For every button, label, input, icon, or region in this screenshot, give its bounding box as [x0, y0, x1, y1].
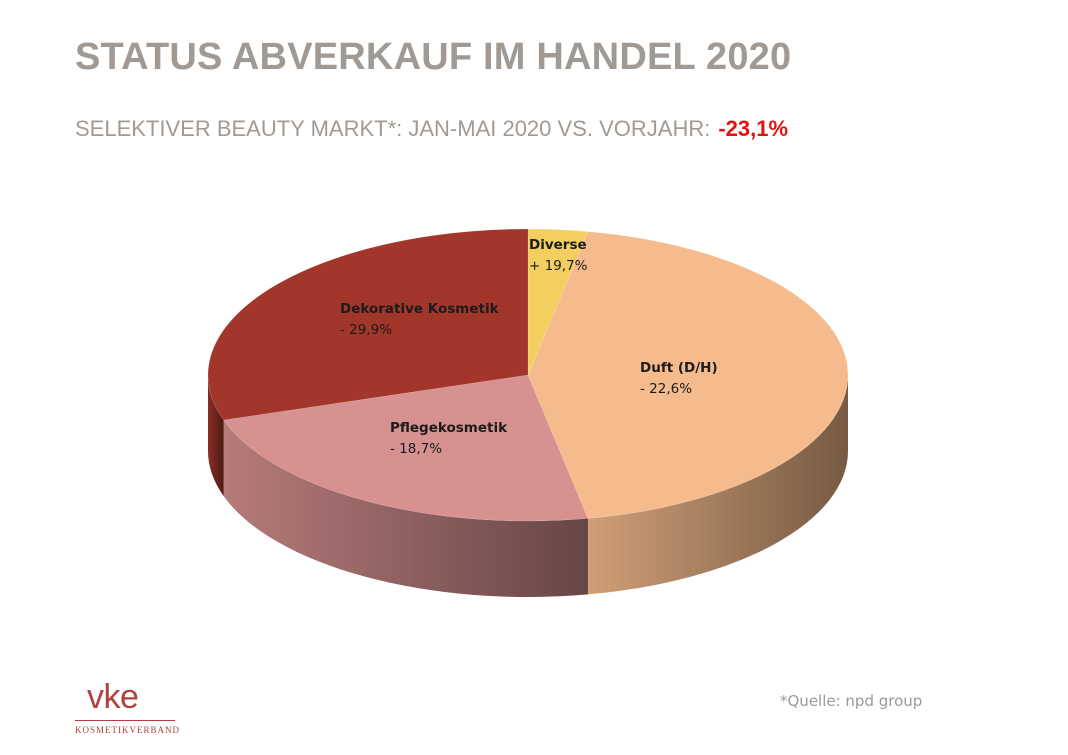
pie-side-duft-d-h- [587, 375, 848, 595]
pie-slice-dekorative-kosmetik [207, 228, 529, 421]
logo-mark: vke [87, 678, 139, 716]
slice-label-dekorative-kosmetik: Dekorative Kosmetik - 29,9% [340, 301, 500, 338]
logo-subtitle: Kosmetikverband [75, 725, 180, 735]
pie-side-dekorative-kosmetik [208, 375, 224, 497]
slice-value-diverse: + 19,7% [529, 258, 588, 274]
vke-logo: vke Kosmetikverband [75, 678, 180, 735]
slice-value-dekorative-kosmetik: - 29,9% [340, 322, 392, 338]
source-note: *Quelle: npd group [780, 692, 923, 710]
pie-slices [207, 228, 849, 522]
pie-slice-diverse [527, 228, 589, 376]
pie-side-pflegekosmetik [223, 420, 588, 597]
pie-slice-pflegekosmetik [223, 374, 589, 522]
slice-label-duft-d-h-: Duft (D/H) - 22,6% [640, 360, 718, 397]
page-subtitle: SELEKTIVER BEAUTY MARKT*: JAN-MAI 2020 V… [75, 116, 788, 142]
slice-value-duft-d-h-: - 22,6% [640, 381, 692, 397]
slice-label-diverse: Diverse + 19,7% [529, 237, 588, 274]
pie-side-walls [208, 375, 848, 597]
pie-slice-duft-d-h- [527, 231, 849, 519]
page-title: STATUS ABVERKAUF IM HANDEL 2020 [75, 36, 792, 78]
logo-divider [75, 720, 175, 721]
subtitle-text: SELEKTIVER BEAUTY MARKT*: JAN-MAI 2020 V… [75, 116, 711, 141]
slice-value-pflegekosmetik: - 18,7% [390, 441, 442, 457]
pie-labels: Diverse + 19,7% Duft (D/H) - 22,6% Pflegekos… [340, 237, 718, 457]
market-delta: -23,1% [718, 116, 789, 141]
slice-label-pflegekosmetik: Pflegekosmetik - 18,7% [390, 420, 508, 457]
